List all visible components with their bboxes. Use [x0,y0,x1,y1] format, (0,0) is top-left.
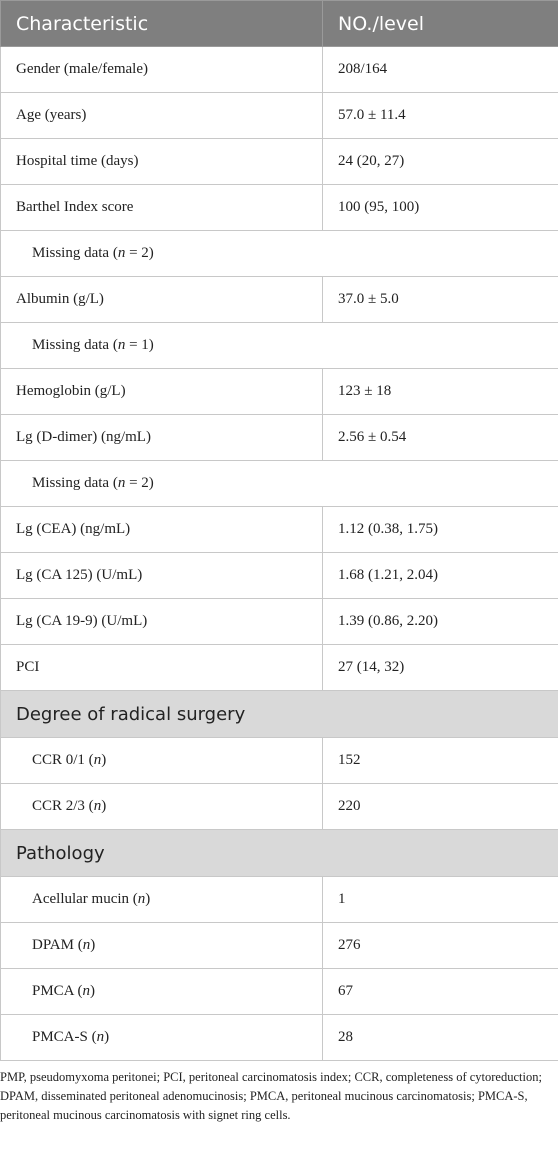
row-value: 1.68 (1.21, 2.04) [322,552,558,599]
table-row: PCI 27 (14, 32) [0,644,558,691]
missing-data-label: Missing data (n = 2) [0,460,558,507]
header-row: Characteristic NO./level [0,0,558,47]
label-italic: n [137,891,146,907]
row-value: 57.0 ± 11.4 [322,92,558,139]
label-text: ) [101,798,107,814]
row-value: 28 [322,1014,558,1061]
label-text: = 2) [125,245,154,261]
label-italic: n [117,337,126,353]
row-label: PMCA-S (n) [0,1014,323,1061]
label-text: Missing data ( [32,245,118,261]
label-text: ) [90,937,96,953]
section-header-radical-surgery: Degree of radical surgery [0,690,558,738]
label-text: = 1) [125,337,154,353]
label-italic: n [82,983,90,999]
table-row: Albumin (g/L) 37.0 ± 5.0 [0,276,558,323]
missing-data-label: Missing data (n = 1) [0,322,558,369]
table-row: CCR 0/1 (n) 152 [0,737,558,784]
label-text: ) [104,1029,110,1045]
table-row: Acellular mucin (n) 1 [0,876,558,923]
row-value: 276 [322,922,558,969]
table-row: Lg (D-dimer) (ng/mL) 2.56 ± 0.54 [0,414,558,461]
label-text: CCR 0/1 ( [32,752,94,768]
row-value: 1.39 (0.86, 2.20) [322,598,558,645]
label-text: ) [101,752,107,768]
missing-data-row: Missing data (n = 1) [0,322,558,369]
row-label: CCR 0/1 (n) [0,737,323,784]
row-value: 123 ± 18 [322,368,558,415]
table-row: Gender (male/female) 208/164 [0,46,558,93]
label-text: DPAM ( [32,937,83,953]
table-row: DPAM (n) 276 [0,922,558,969]
label-text: ) [89,983,95,999]
row-value: 220 [322,783,558,830]
row-value: 208/164 [322,46,558,93]
row-label: Lg (CEA) (ng/mL) [0,506,323,553]
label-italic: n [117,245,126,261]
row-label: Lg (CA 125) (U/mL) [0,552,323,599]
row-label: Age (years) [0,92,323,139]
row-value: 24 (20, 27) [322,138,558,185]
section-title: Degree of radical surgery [0,690,558,738]
row-value: 100 (95, 100) [322,184,558,231]
characteristics-table: Characteristic NO./level Gender (male/fe… [0,0,558,1061]
missing-data-row: Missing data (n = 2) [0,230,558,277]
label-text: PMCA ( [32,983,83,999]
table-row: Hemoglobin (g/L) 123 ± 18 [0,368,558,415]
section-header-pathology: Pathology [0,829,558,877]
row-label: DPAM (n) [0,922,323,969]
row-label: Acellular mucin (n) [0,876,323,923]
row-label: Albumin (g/L) [0,276,323,323]
missing-data-label: Missing data (n = 2) [0,230,558,277]
label-italic: n [93,798,102,814]
row-label: Lg (D-dimer) (ng/mL) [0,414,323,461]
table-row: Lg (CEA) (ng/mL) 1.12 (0.38, 1.75) [0,506,558,553]
label-italic: n [93,752,102,768]
table-row: Hospital time (days) 24 (20, 27) [0,138,558,185]
row-label: PMCA (n) [0,968,323,1015]
table-footnote: PMP, pseudomyxoma peritonei; PCI, perito… [0,1070,542,1122]
label-text: Missing data ( [32,337,118,353]
label-text: Missing data ( [32,475,118,491]
table-row: PMCA (n) 67 [0,968,558,1015]
table-row: CCR 2/3 (n) 220 [0,783,558,830]
section-title: Pathology [0,829,558,877]
row-value: 27 (14, 32) [322,644,558,691]
label-text: PMCA-S ( [32,1029,97,1045]
label-text: ) [145,891,151,907]
row-value: 67 [322,968,558,1015]
row-label: Gender (male/female) [0,46,323,93]
label-italic: n [96,1029,105,1045]
missing-data-row: Missing data (n = 2) [0,460,558,507]
label-text: = 2) [125,475,154,491]
header-level: NO./level [322,0,558,47]
row-value: 1 [322,876,558,923]
label-text: CCR 2/3 ( [32,798,94,814]
header-characteristic: Characteristic [0,0,323,47]
label-italic: n [117,475,126,491]
label-italic: n [82,937,91,953]
table-row: Age (years) 57.0 ± 11.4 [0,92,558,139]
row-label: Barthel Index score [0,184,323,231]
table-row: Lg (CA 125) (U/mL) 1.68 (1.21, 2.04) [0,552,558,599]
row-label: Hospital time (days) [0,138,323,185]
row-label: PCI [0,644,323,691]
row-value: 37.0 ± 5.0 [322,276,558,323]
table-row: Lg (CA 19-9) (U/mL) 1.39 (0.86, 2.20) [0,598,558,645]
table-row: Barthel Index score 100 (95, 100) [0,184,558,231]
table-row: PMCA-S (n) 28 [0,1014,558,1061]
row-label: CCR 2/3 (n) [0,783,323,830]
label-text: Acellular mucin ( [32,891,138,907]
row-label: Hemoglobin (g/L) [0,368,323,415]
row-value: 1.12 (0.38, 1.75) [322,506,558,553]
row-value: 152 [322,737,558,784]
row-value: 2.56 ± 0.54 [322,414,558,461]
row-label: Lg (CA 19-9) (U/mL) [0,598,323,645]
